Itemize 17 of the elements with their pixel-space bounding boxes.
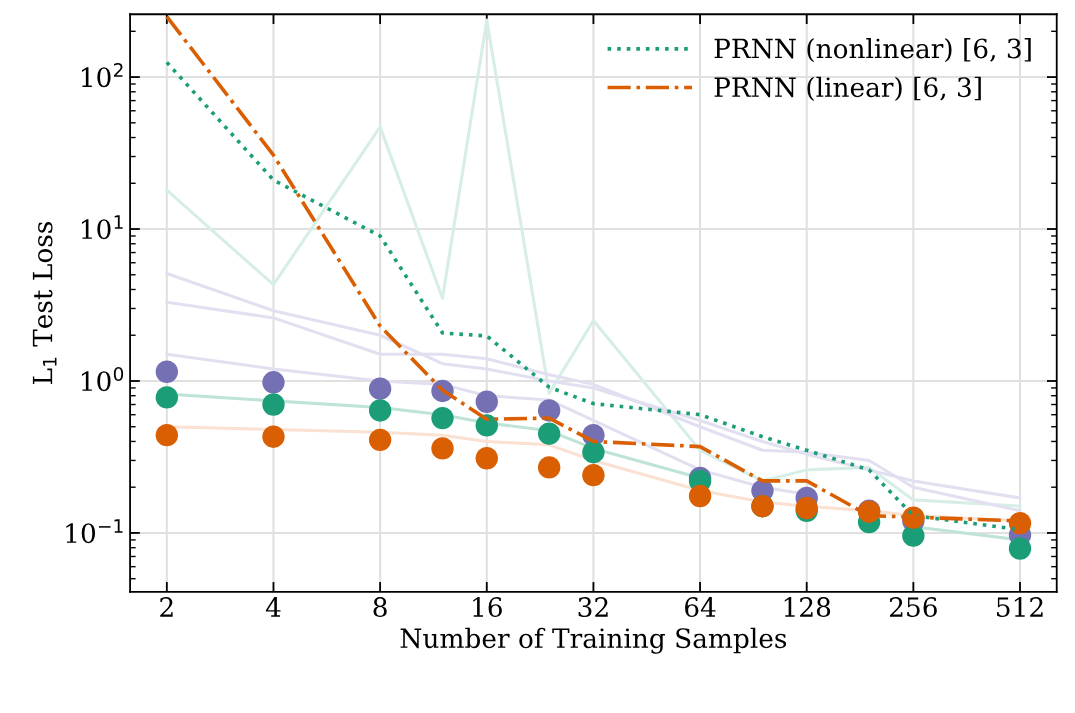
y-tick-label: 10$^{−1}$ [66, 519, 123, 544]
x-tick-label: 4 [265, 597, 281, 617]
x-tick-label: 64 [685, 597, 716, 618]
y-axis-title: L$_{1}$ Test Loss [32, 221, 57, 385]
x-tick-label: 128 [784, 597, 831, 618]
legend-label: PRNN (linear) [6, 3] [714, 76, 981, 101]
x-tick-label: 2 [160, 597, 173, 617]
x-axis-title: Number of Training Samples [400, 627, 787, 654]
x-tick-label: 256 [889, 597, 937, 618]
legend-label: PRNN (nonlinear) [6, 3] [714, 38, 1031, 63]
x-tick-label: 32 [578, 597, 608, 618]
y-tick-label: 10$^{2}$ [81, 63, 123, 88]
x-tick-label: 512 [997, 597, 1043, 618]
x-tick-label: 16 [473, 597, 502, 618]
x-tick-label: 8 [373, 597, 387, 618]
y-tick-label: 10$^{1}$ [81, 215, 123, 240]
y-tick-label: 10$^{0}$ [81, 367, 124, 392]
